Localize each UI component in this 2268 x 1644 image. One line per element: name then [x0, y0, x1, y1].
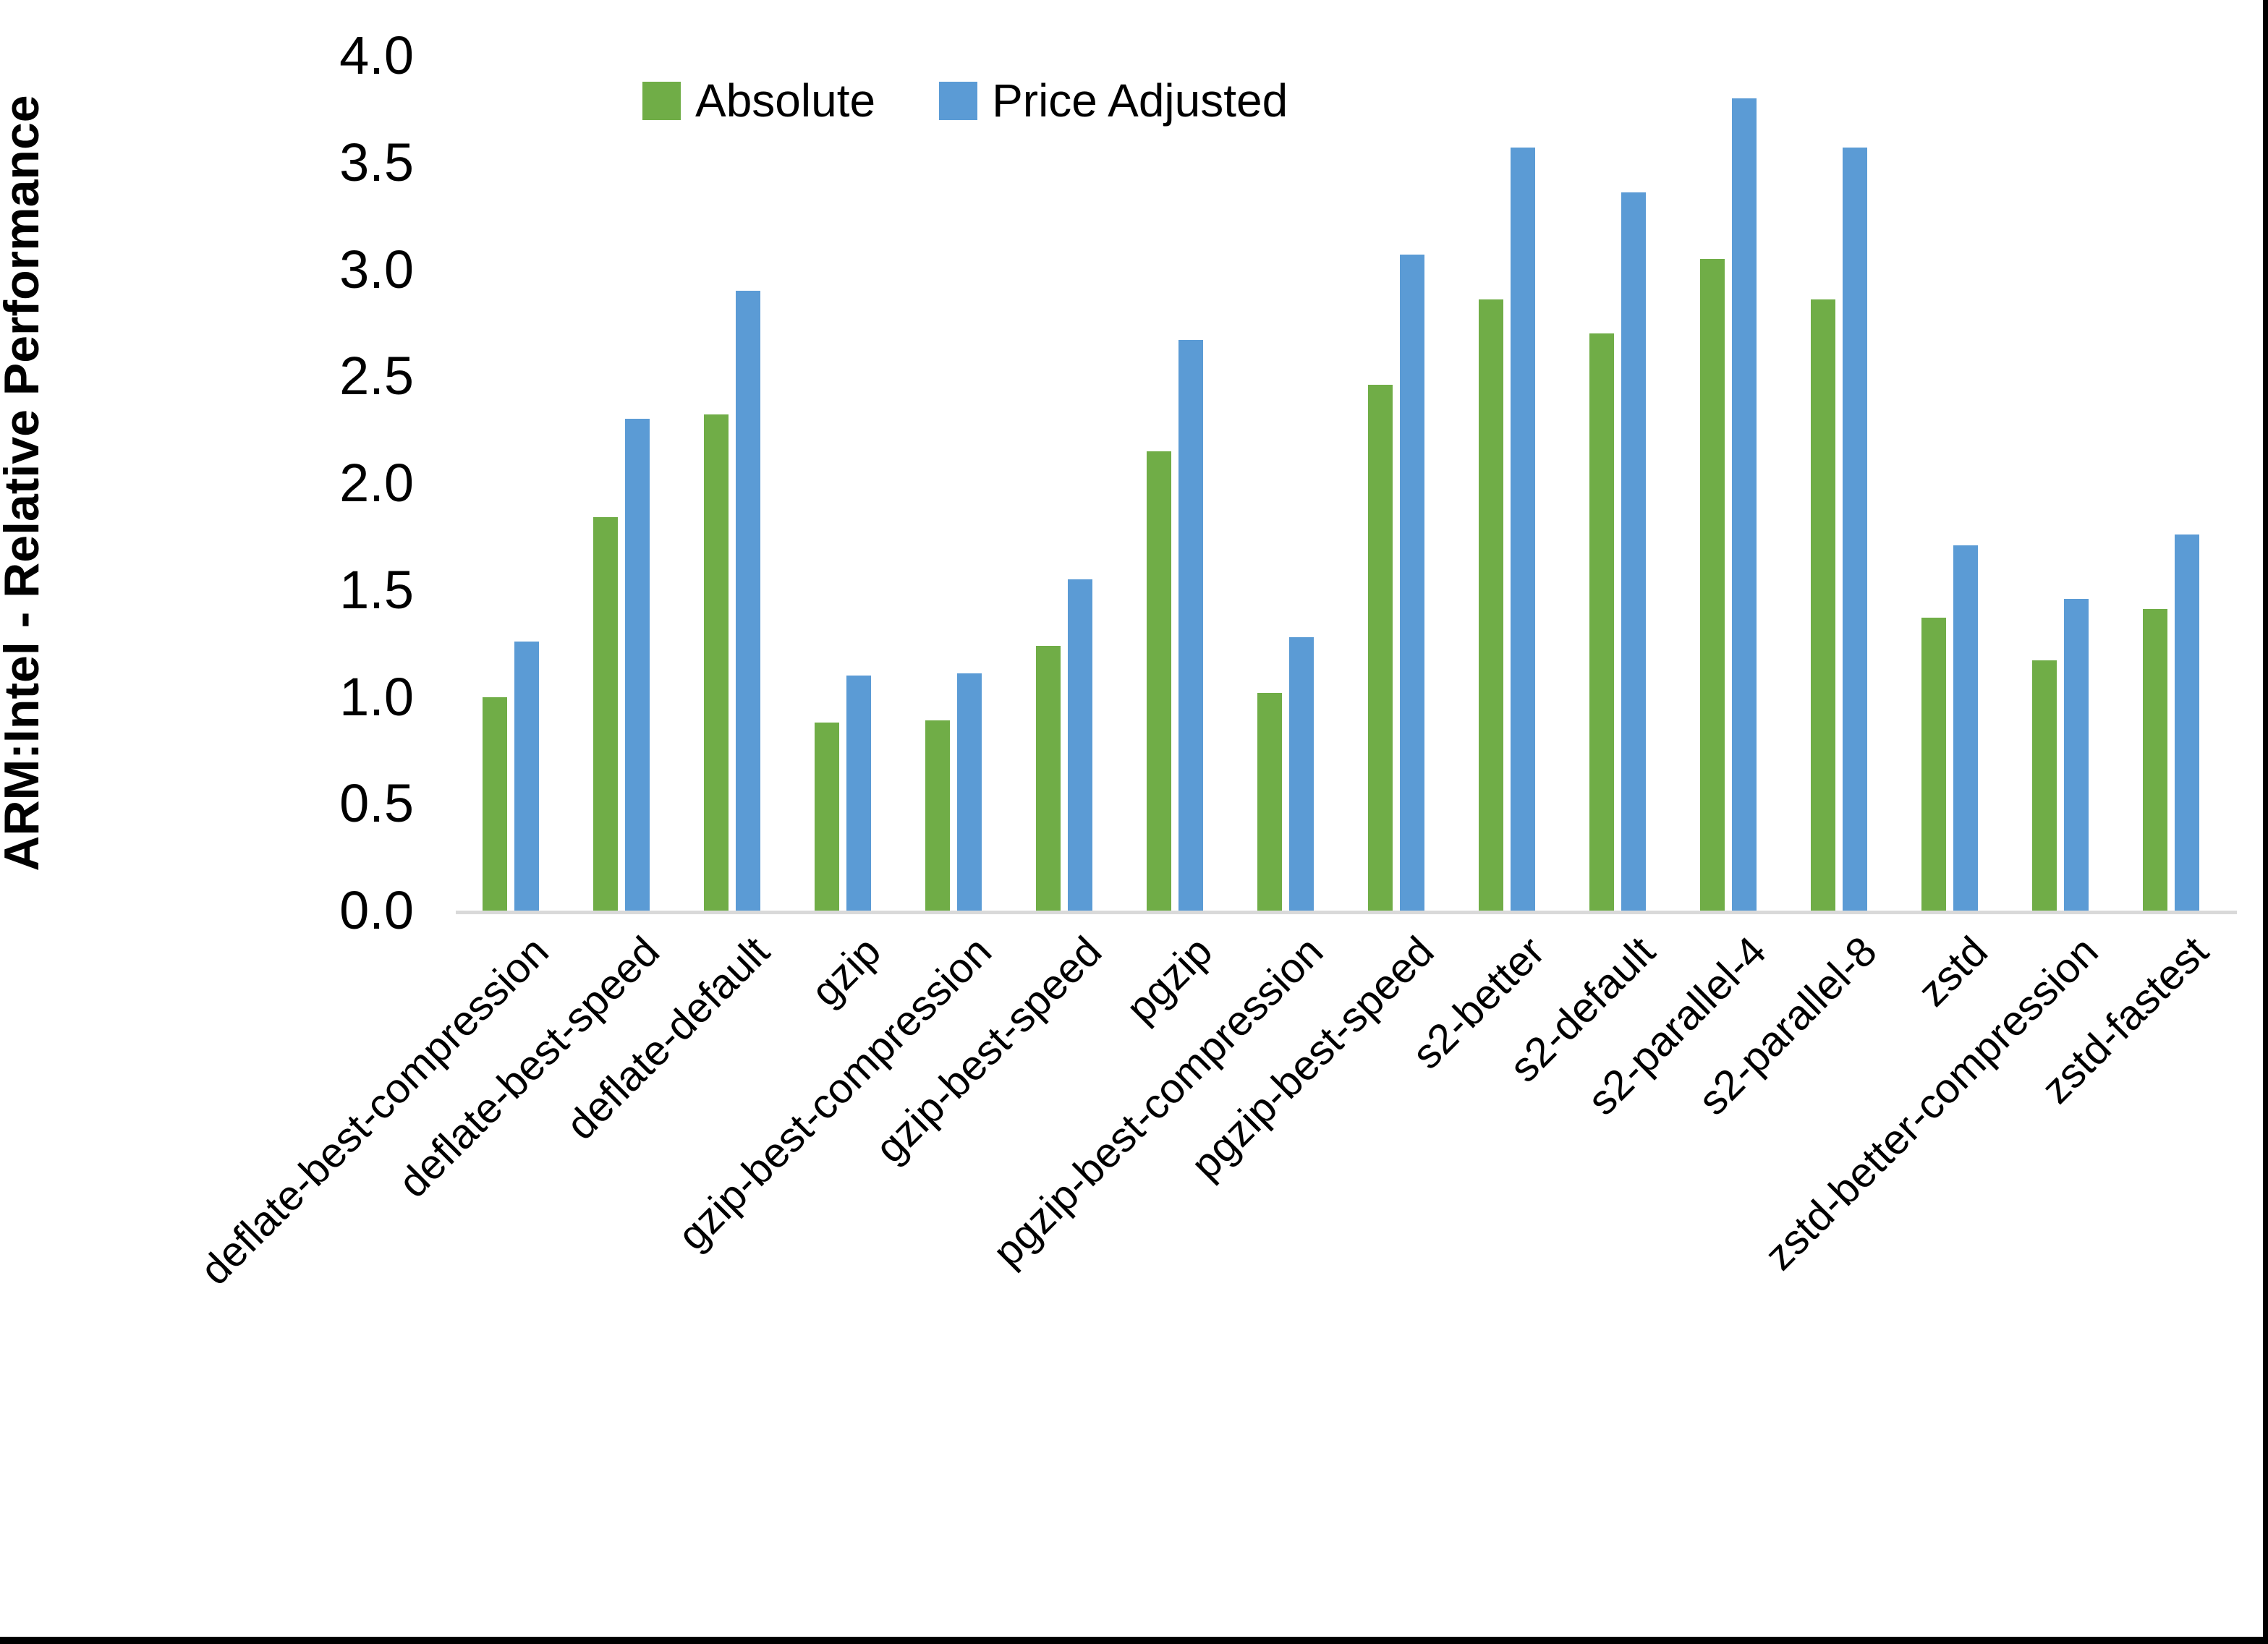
bar-absolute-gzip-best-speed	[1036, 645, 1061, 911]
x-category-label-gzip: gzip	[802, 927, 890, 1015]
bar-price-adjusted-pgzip-best-compression	[1289, 636, 1314, 911]
x-category-label-pgzip: pgzip	[1117, 927, 1222, 1032]
bar-absolute-s2-better	[1479, 299, 1503, 911]
bar-price-adjusted-gzip-best-compression	[957, 673, 982, 911]
bar-price-adjusted-deflate-default	[736, 291, 760, 911]
x-category-label-zstd: zstd	[1908, 927, 1997, 1015]
bar-absolute-zstd-better-compression	[2032, 660, 2057, 911]
bar-absolute-pgzip-best-compression	[1257, 692, 1282, 911]
bar-price-adjusted-pgzip-best-speed	[1400, 254, 1424, 911]
bar-absolute-deflate-best-compression	[483, 697, 507, 911]
x-axis-line	[456, 911, 2237, 914]
bar-price-adjusted-pgzip	[1178, 340, 1203, 911]
legend-label-absolute: Absolute	[695, 74, 876, 127]
bar-absolute-zstd	[1921, 618, 1946, 911]
bar-price-adjusted-deflate-best-speed	[625, 419, 650, 911]
bar-price-adjusted-zstd-fastest	[2175, 534, 2199, 911]
bar-price-adjusted-s2-parallel-4	[1732, 98, 1757, 911]
bar-price-adjusted-s2-parallel-8	[1843, 148, 1867, 911]
bar-price-adjusted-deflate-best-compression	[514, 641, 539, 911]
bar-absolute-deflate-best-speed	[593, 517, 618, 911]
legend-swatch-absolute-icon	[642, 81, 681, 120]
bottom-border	[0, 1637, 2268, 1644]
bar-absolute-pgzip-best-speed	[1368, 385, 1393, 911]
bar-price-adjusted-s2-better	[1511, 148, 1535, 911]
y-tick-4.0: 4.0	[339, 25, 414, 85]
y-tick-3.0: 3.0	[339, 239, 414, 299]
bar-price-adjusted-gzip-best-speed	[1068, 579, 1092, 911]
y-tick-1.5: 1.5	[339, 559, 414, 620]
legend-item-absolute: Absolute	[642, 74, 875, 127]
bar-absolute-s2-parallel-8	[1811, 299, 1835, 911]
legend-swatch-price-adjusted-icon	[939, 81, 978, 120]
x-category-label-deflate-default: deflate-default	[557, 927, 779, 1149]
bar-absolute-pgzip	[1147, 451, 1171, 911]
y-axis-ticks: 0.0 0.5 1.0 1.5 2.0 2.5 3.0 3.5 4.0	[0, 0, 414, 1644]
bar-absolute-gzip-best-compression	[925, 720, 950, 911]
bar-price-adjusted-zstd-better-compression	[2064, 598, 2089, 911]
y-tick-2.0: 2.0	[339, 453, 414, 513]
y-tick-2.5: 2.5	[339, 346, 414, 406]
y-tick-0.5: 0.5	[339, 773, 414, 834]
legend-label-price-adjusted: Price Adjusted	[992, 74, 1288, 127]
y-tick-1.0: 1.0	[339, 666, 414, 727]
plot-area	[456, 56, 2228, 911]
bar-price-adjusted-s2-default	[1621, 192, 1646, 911]
legend-item-price-adjusted: Price Adjusted	[939, 74, 1288, 127]
bar-absolute-s2-parallel-4	[1700, 258, 1725, 911]
bar-absolute-s2-default	[1589, 333, 1614, 911]
y-tick-0.0: 0.0	[339, 880, 414, 940]
bar-absolute-deflate-default	[704, 414, 729, 911]
y-tick-3.5: 3.5	[339, 132, 414, 192]
legend: Absolute Price Adjusted	[642, 74, 1288, 127]
bar-absolute-gzip	[815, 722, 839, 911]
right-border	[2263, 0, 2268, 1644]
bar-price-adjusted-zstd	[1953, 545, 1978, 911]
bar-price-adjusted-gzip	[846, 675, 871, 911]
bar-absolute-zstd-fastest	[2143, 609, 2167, 911]
